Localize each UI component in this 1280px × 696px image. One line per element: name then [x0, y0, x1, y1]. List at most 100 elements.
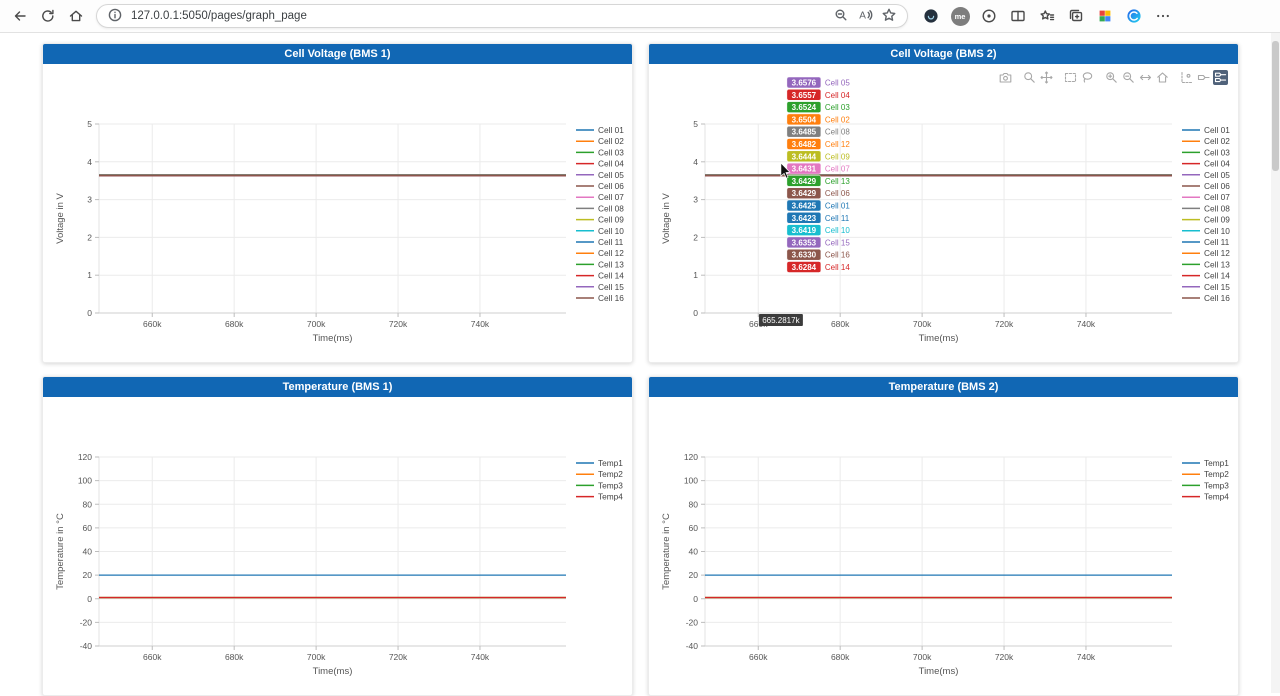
refresh-icon[interactable] [34, 3, 62, 29]
legend-item[interactable]: Temp1 [1182, 458, 1229, 468]
favorites-hub-icon[interactable] [1036, 3, 1058, 29]
legend-item[interactable]: Cell 03 [1182, 147, 1230, 157]
chart-canvas-cell-voltage-bms2[interactable]: 660k 680k 700k 720k 740k 0 1 2 3 4 5 Time(ms) Voltag… [649, 64, 1236, 360]
chart-canvas-cell-voltage-bms1[interactable]: 660k 680k 700k 720k 740k 0 1 2 3 4 5 Time(ms) Voltag… [43, 64, 630, 360]
copilot-icon[interactable] [1123, 3, 1145, 29]
legend-item[interactable]: Cell 06 [1182, 181, 1230, 191]
svg-text:4: 4 [87, 157, 92, 167]
svg-text:3.6431: 3.6431 [792, 165, 817, 174]
profile-icon[interactable]: me [949, 3, 971, 29]
svg-text:720k: 720k [389, 652, 408, 662]
svg-text:Cell 14: Cell 14 [825, 263, 850, 272]
modebar-pan-icon[interactable] [1039, 70, 1054, 85]
add-favorite-icon[interactable] [877, 4, 901, 26]
chart-card-temperature-bms2: Temperature (BMS 2) 660k 680k 700k 720k 740k… [648, 376, 1239, 696]
svg-text:3.6482: 3.6482 [792, 140, 817, 149]
modebar-zoom-icon[interactable] [1022, 70, 1037, 85]
legend-item[interactable]: Temp1 [576, 458, 623, 468]
profile-avatar[interactable]: me [950, 6, 970, 26]
legend-item[interactable]: Temp4 [1182, 492, 1229, 502]
legend-item[interactable]: Cell 12 [576, 248, 624, 258]
legend-item[interactable]: Cell 04 [576, 159, 624, 169]
legend-item[interactable]: Cell 11 [1182, 237, 1230, 247]
extension-dark-icon[interactable] [920, 3, 942, 29]
legend-item[interactable]: Cell 04 [1182, 159, 1230, 169]
legend-item[interactable]: Temp3 [1182, 480, 1229, 490]
svg-text:720k: 720k [995, 652, 1014, 662]
legend-item[interactable]: Cell 02 [1182, 136, 1230, 146]
legend-item[interactable]: Cell 16 [576, 293, 624, 303]
legend-item[interactable]: Cell 05 [1182, 170, 1230, 180]
legend-item[interactable]: Cell 14 [1182, 271, 1230, 281]
modebar-zoom-out-icon[interactable] [1121, 70, 1136, 85]
legend-item[interactable]: Cell 05 [576, 170, 624, 180]
page-scrollbar[interactable] [1271, 33, 1280, 693]
legend-item[interactable]: Cell 09 [576, 215, 624, 225]
legend-item[interactable]: Cell 06 [576, 181, 624, 191]
url-text[interactable]: 127.0.0.1:5050/pages/graph_page [131, 10, 307, 22]
back-icon[interactable] [6, 3, 34, 29]
legend-item[interactable]: Cell 02 [576, 136, 624, 146]
legend-item[interactable]: Cell 16 [1182, 293, 1230, 303]
svg-text:740k: 740k [1077, 652, 1096, 662]
chart-canvas-temperature-bms1[interactable]: 660k 680k 700k 720k 740k -40 -20 0 20 40 60 80 100 12… [43, 397, 630, 693]
legend-item[interactable]: Cell 08 [576, 203, 624, 213]
legend-item[interactable]: Cell 10 [1182, 226, 1230, 236]
legend-item[interactable]: Cell 11 [576, 237, 624, 247]
modebar-zoom-in-icon[interactable] [1104, 70, 1119, 85]
read-aloud-icon[interactable]: A [853, 4, 877, 26]
legend-item[interactable]: Cell 07 [1182, 192, 1230, 202]
legend-item[interactable]: Cell 03 [576, 147, 624, 157]
legend-item[interactable]: Cell 12 [1182, 248, 1230, 258]
legend-item[interactable]: Cell 09 [1182, 215, 1230, 225]
zoom-out-icon[interactable] [829, 4, 853, 26]
modebar-lasso-select-icon[interactable] [1080, 70, 1095, 85]
svg-text:3.6485: 3.6485 [792, 128, 817, 137]
y-axis: 0 1 2 3 4 5 [87, 119, 99, 318]
legend-item[interactable]: Cell 14 [576, 271, 624, 281]
legend-item[interactable]: Temp2 [576, 469, 623, 479]
svg-text:3.6353: 3.6353 [792, 238, 817, 247]
svg-text:660k: 660k [143, 652, 162, 662]
legend-item[interactable]: Temp2 [1182, 469, 1229, 479]
legend-item[interactable]: Cell 15 [576, 282, 624, 292]
legend-item[interactable]: Cell 01 [1182, 125, 1230, 135]
legend-item[interactable]: Cell 10 [576, 226, 624, 236]
legend-item[interactable]: Cell 07 [576, 192, 624, 202]
collections-icon[interactable] [1065, 3, 1087, 29]
modebar-autoscale-icon[interactable] [1138, 70, 1153, 85]
modebar-box-select-icon[interactable] [1063, 70, 1078, 85]
svg-text:Cell 08: Cell 08 [825, 128, 850, 137]
svg-text:3.6425: 3.6425 [792, 202, 817, 211]
split-screen-icon[interactable] [1007, 3, 1029, 29]
modebar-hover-closest-icon[interactable] [1196, 70, 1211, 85]
legend-item[interactable]: Cell 15 [1182, 282, 1230, 292]
svg-text:2: 2 [87, 232, 92, 242]
modebar-hover-compare-icon[interactable] [1213, 70, 1228, 85]
modebar-download-plot-icon[interactable] [998, 70, 1013, 85]
address-bar[interactable]: 127.0.0.1:5050/pages/graph_page A [96, 4, 908, 28]
svg-text:700k: 700k [307, 319, 326, 329]
legend-item[interactable]: Cell 08 [1182, 203, 1230, 213]
site-info-icon[interactable] [103, 4, 127, 26]
legend-item[interactable]: Cell 13 [1182, 259, 1230, 269]
svg-text:-40: -40 [686, 641, 699, 651]
svg-text:60: 60 [83, 523, 93, 533]
svg-text:Cell 08: Cell 08 [1204, 203, 1230, 213]
chart-title: Temperature (BMS 1) [43, 377, 632, 397]
scrollbar-thumb[interactable] [1272, 41, 1279, 171]
svg-text:Cell 09: Cell 09 [1204, 215, 1230, 225]
svg-text:Cell 06: Cell 06 [1204, 181, 1230, 191]
modebar-toggle-spikelines-icon[interactable] [1179, 70, 1194, 85]
extension-colorful-icon[interactable] [1094, 3, 1116, 29]
home-icon[interactable] [62, 3, 90, 29]
legend-item[interactable]: Cell 01 [576, 125, 624, 135]
svg-text:680k: 680k [831, 319, 850, 329]
legend-item[interactable]: Temp3 [576, 480, 623, 490]
legend-item[interactable]: Temp4 [576, 492, 623, 502]
more-options-icon[interactable] [1152, 3, 1174, 29]
extension-icon[interactable] [978, 3, 1000, 29]
chart-canvas-temperature-bms2[interactable]: 660k 680k 700k 720k 740k -40 -20 0 20 40 60 80 100 12… [649, 397, 1236, 693]
legend-item[interactable]: Cell 13 [576, 259, 624, 269]
modebar-reset-axes-icon[interactable] [1155, 70, 1170, 85]
